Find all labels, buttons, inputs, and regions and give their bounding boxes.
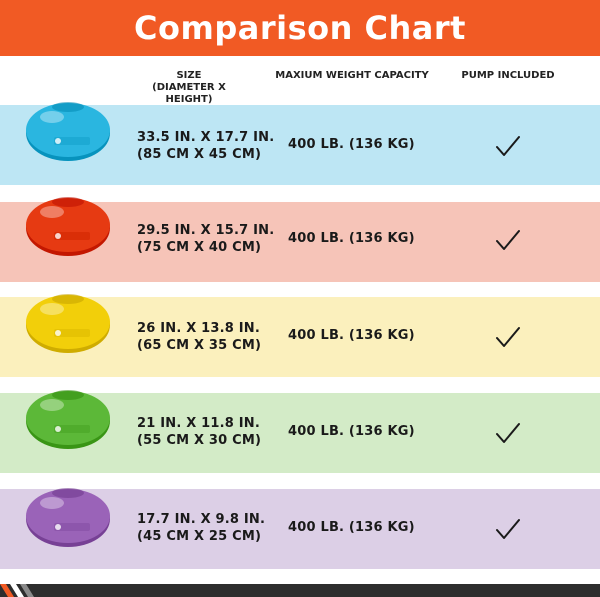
size-inches: 17.7 IN. X 9.8 IN. <box>137 512 266 527</box>
size-centimeters: (85 CM X 45 CM) <box>137 147 262 162</box>
peanut-ball-icon <box>26 197 110 256</box>
footer-bar <box>0 584 600 597</box>
weight-cell: 400 LB. (136 KG) <box>288 424 415 439</box>
size-cell: 17.7 IN. X 9.8 IN. (45 CM X 25 CM) <box>137 511 265 545</box>
size-centimeters: (65 CM X 35 CM) <box>137 338 262 353</box>
page-title: Comparison Chart <box>134 9 466 47</box>
size-centimeters: (75 CM X 40 CM) <box>137 240 262 255</box>
size-centimeters: (55 CM X 30 CM) <box>137 433 262 448</box>
peanut-ball-icon <box>26 488 110 547</box>
column-header-size: SIZE (DIAMETER X HEIGHT) <box>128 70 250 106</box>
check-icon <box>496 136 520 156</box>
column-header-size-line2: (DIAMETER X HEIGHT) <box>152 82 226 105</box>
size-cell: 21 IN. X 11.8 IN. (55 CM X 30 CM) <box>137 415 261 449</box>
size-inches: 33.5 IN. X 17.7 IN. <box>137 130 275 145</box>
check-icon <box>496 230 520 250</box>
size-centimeters: (45 CM X 25 CM) <box>137 529 262 544</box>
peanut-ball-icon <box>26 294 110 353</box>
size-inches: 26 IN. X 13.8 IN. <box>137 321 261 336</box>
table-row: 21 IN. X 11.8 IN. (55 CM X 30 CM) 400 LB… <box>0 390 600 473</box>
title-banner: Comparison Chart <box>0 0 600 56</box>
size-cell: 33.5 IN. X 17.7 IN. (85 CM X 45 CM) <box>137 129 274 163</box>
check-icon <box>496 423 520 443</box>
size-cell: 26 IN. X 13.8 IN. (65 CM X 35 CM) <box>137 320 261 354</box>
weight-cell: 400 LB. (136 KG) <box>288 328 415 343</box>
peanut-ball-icon <box>26 390 110 449</box>
table-row: 26 IN. X 13.8 IN. (65 CM X 35 CM) 400 LB… <box>0 294 600 377</box>
column-header-pump: PUMP INCLUDED <box>461 70 555 81</box>
table-row: 29.5 IN. X 15.7 IN. (75 CM X 40 CM) 400 … <box>0 197 600 282</box>
column-header-size-line1: SIZE <box>176 70 202 81</box>
check-icon <box>496 519 520 539</box>
size-inches: 21 IN. X 11.8 IN. <box>137 416 261 431</box>
table-row: 33.5 IN. X 17.7 IN. (85 CM X 45 CM) 400 … <box>0 102 600 185</box>
size-inches: 29.5 IN. X 15.7 IN. <box>137 223 275 238</box>
peanut-ball-icon <box>26 102 110 161</box>
size-cell: 29.5 IN. X 15.7 IN. (75 CM X 40 CM) <box>137 222 274 256</box>
stripes-icon <box>0 584 34 597</box>
weight-cell: 400 LB. (136 KG) <box>288 137 415 152</box>
check-icon <box>496 327 520 347</box>
column-header-weight: MAXIUM WEIGHT CAPACITY <box>275 70 429 81</box>
table-row: 17.7 IN. X 9.8 IN. (45 CM X 25 CM) 400 L… <box>0 488 600 569</box>
weight-cell: 400 LB. (136 KG) <box>288 231 415 246</box>
weight-cell: 400 LB. (136 KG) <box>288 520 415 535</box>
